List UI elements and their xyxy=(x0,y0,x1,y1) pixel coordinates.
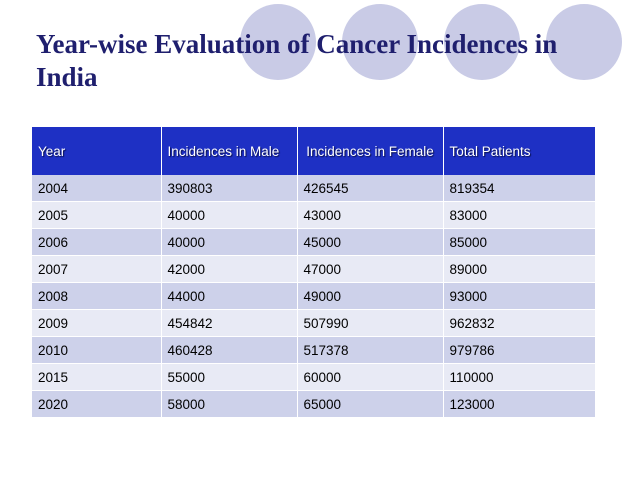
cell-total: 123000 xyxy=(443,390,595,418)
cell-year: 2008 xyxy=(32,282,162,310)
cell-male: 44000 xyxy=(161,282,298,310)
table-row: 2005 40000 43000 83000 xyxy=(32,201,595,229)
decor-circle xyxy=(342,4,418,80)
cell-year: 2007 xyxy=(32,255,162,283)
cell-year: 2010 xyxy=(32,336,162,364)
table-row: 2006 40000 45000 85000 xyxy=(32,228,595,256)
table-row: 2015 55000 60000 110000 xyxy=(32,363,595,391)
cell-total: 83000 xyxy=(443,201,595,229)
cell-total: 979786 xyxy=(443,336,595,364)
table-row: 2004 390803 426545 819354 xyxy=(32,175,595,202)
header-male: Incidences in Male xyxy=(161,127,298,175)
cell-year: 2009 xyxy=(32,309,162,337)
cell-male: 42000 xyxy=(161,255,298,283)
cell-year: 2015 xyxy=(32,363,162,391)
cell-female: 507990 xyxy=(297,309,444,337)
cell-female: 426545 xyxy=(297,175,444,202)
table-row: 2010 460428 517378 979786 xyxy=(32,336,595,364)
table-row: 2020 58000 65000 123000 xyxy=(32,390,595,418)
cell-year: 2004 xyxy=(32,175,162,202)
cell-male: 58000 xyxy=(161,390,298,418)
cell-year: 2006 xyxy=(32,228,162,256)
cell-female: 517378 xyxy=(297,336,444,364)
cell-total: 93000 xyxy=(443,282,595,310)
table-row: 2009 454842 507990 962832 xyxy=(32,309,595,337)
cell-male: 390803 xyxy=(161,175,298,202)
cell-female: 47000 xyxy=(297,255,444,283)
decor-circle xyxy=(240,4,316,80)
cell-female: 60000 xyxy=(297,363,444,391)
cell-male: 454842 xyxy=(161,309,298,337)
slide-title: Year-wise Evaluation of Cancer Incidence… xyxy=(36,29,558,92)
cell-female: 45000 xyxy=(297,228,444,256)
cell-female: 65000 xyxy=(297,390,444,418)
decor-circle xyxy=(546,4,622,80)
table-header-row: Year Incidences in Male Incidences in Fe… xyxy=(32,127,595,175)
cell-year: 2020 xyxy=(32,390,162,418)
cell-total: 89000 xyxy=(443,255,595,283)
table-row: 2008 44000 49000 93000 xyxy=(32,282,595,310)
cell-total: 85000 xyxy=(443,228,595,256)
cell-total: 962832 xyxy=(443,309,595,337)
cell-total: 819354 xyxy=(443,175,595,202)
header-year: Year xyxy=(32,127,162,175)
table-row: 2007 42000 47000 89000 xyxy=(32,255,595,283)
header-total: Total Patients xyxy=(443,127,595,175)
cell-female: 43000 xyxy=(297,201,444,229)
cell-male: 460428 xyxy=(161,336,298,364)
cell-male: 40000 xyxy=(161,201,298,229)
cancer-incidence-table: Year Incidences in Male Incidences in Fe… xyxy=(32,127,595,418)
cell-male: 40000 xyxy=(161,228,298,256)
cell-year: 2005 xyxy=(32,201,162,229)
cell-female: 49000 xyxy=(297,282,444,310)
decor-circle xyxy=(444,4,520,80)
cell-total: 110000 xyxy=(443,363,595,391)
header-female: Incidences in Female xyxy=(297,127,444,175)
cell-male: 55000 xyxy=(161,363,298,391)
